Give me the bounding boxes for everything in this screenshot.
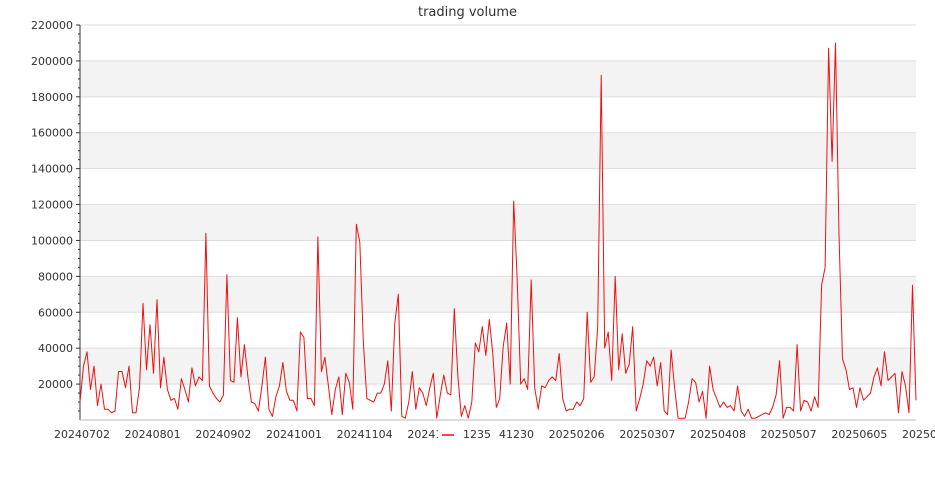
y-tick-label: 100000 <box>31 234 73 247</box>
x-tick-label: 20250206 <box>549 428 605 441</box>
x-tick-label: 20240902 <box>195 428 251 441</box>
y-axis: 20000 40000 60000 80000 100000 120000 140000 16… <box>31 19 81 420</box>
grid-bands <box>80 60 916 385</box>
series-line-1235 <box>79 42 917 419</box>
series-group <box>79 42 917 419</box>
x-tick-label: 20241104 <box>337 428 393 441</box>
grid-lines <box>80 24 916 385</box>
x-axis: 20240702 20240801 20240902 20241001 20241104… <box>54 419 935 441</box>
y-tick-label: 140000 <box>31 163 73 176</box>
x-tick-label: 20240801 <box>125 428 181 441</box>
x-tick-label: 20250605 <box>831 428 887 441</box>
grid-band <box>80 132 916 169</box>
grid-band <box>80 348 916 385</box>
y-tick-label: 20000 <box>38 378 73 391</box>
x-tick-label: 20240702 <box>54 428 110 441</box>
legend-background <box>438 426 498 442</box>
x-tick-label: 20250507 <box>761 428 817 441</box>
y-tick-label: 160000 <box>31 127 73 140</box>
y-tick-label: 220000 <box>31 19 73 32</box>
grid-band <box>80 204 916 241</box>
legend-label: 1235 <box>463 428 491 441</box>
y-tick-label: 60000 <box>38 306 73 319</box>
x-tick-label: 20250703 <box>902 428 935 441</box>
y-tick-label: 80000 <box>38 270 73 283</box>
x-tick-label: 20250307 <box>619 428 675 441</box>
y-tick-label: 120000 <box>31 199 73 212</box>
y-tick-label: 40000 <box>38 342 73 355</box>
y-tick-label: 200000 <box>31 55 73 68</box>
legend: 1235 <box>438 426 498 442</box>
grid-band <box>80 60 916 97</box>
x-tick-label: 20250408 <box>690 428 746 441</box>
grid-band <box>80 276 916 313</box>
y-tick-label: 180000 <box>31 91 73 104</box>
chart-title: trading volume <box>418 5 517 20</box>
x-tick-label: 20241001 <box>266 428 322 441</box>
